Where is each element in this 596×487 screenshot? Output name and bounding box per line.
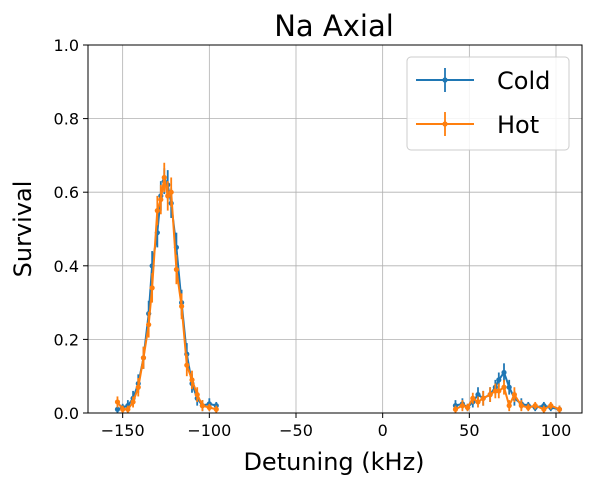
x-axis-label: Detuning (kHz) (243, 448, 424, 476)
data-point (470, 395, 476, 401)
data-point (465, 404, 471, 411)
data-point (114, 399, 121, 405)
series-hot (114, 162, 563, 413)
data-point (452, 406, 459, 412)
data-point (146, 322, 152, 328)
data-point (189, 377, 195, 383)
ticks: −150 −100 −50 0 50 100 0.0 0.2 0.4 0.6 0.8 1.0 (54, 36, 572, 440)
chart-title: Na Axial (274, 9, 394, 43)
data-point (125, 406, 131, 412)
data-point (496, 388, 502, 394)
data-point (184, 362, 190, 368)
data-point (480, 395, 486, 401)
data-point (506, 403, 512, 409)
x-tick-label: 50 (459, 421, 479, 440)
data-point (161, 174, 167, 181)
y-axis-label: Survival (9, 181, 37, 278)
x-tick-label: −50 (279, 421, 313, 440)
data-point (541, 406, 547, 412)
legend-marker (442, 121, 448, 127)
y-tick-label: 0.4 (54, 257, 79, 276)
y-tick-label: 0.2 (54, 330, 79, 349)
x-tick-label: 100 (541, 421, 572, 440)
data-point (518, 403, 524, 409)
data-point (140, 355, 147, 361)
data-point (556, 406, 563, 412)
data-point (114, 406, 121, 412)
data-point (179, 303, 185, 309)
data-point (154, 208, 160, 214)
data-point (130, 399, 136, 405)
legend-label: Cold (497, 67, 550, 95)
data-point (194, 392, 200, 398)
legend-label: Hot (497, 111, 539, 139)
data-point (532, 403, 538, 409)
data-point (496, 377, 502, 383)
x-tick-label: −100 (187, 421, 231, 440)
data-point (213, 406, 219, 412)
data-point (475, 392, 481, 398)
data-point (206, 404, 212, 411)
data-point (548, 403, 554, 409)
data-point (120, 406, 126, 412)
y-tick-label: 0.8 (54, 110, 79, 129)
plot-frame (87, 44, 583, 414)
data-point (506, 384, 512, 390)
x-tick-label: −150 (101, 421, 145, 440)
data-point (501, 384, 507, 390)
legend-item-cold: Cold (416, 67, 550, 95)
data-point (149, 285, 155, 291)
data-point (511, 392, 517, 398)
data-point (501, 369, 507, 376)
data-point (135, 384, 141, 390)
series-layer (114, 162, 563, 413)
legend-marker (442, 77, 448, 83)
x-tick-label: 0 (378, 421, 388, 440)
data-point (525, 404, 531, 411)
data-point (475, 399, 481, 405)
legend-item-hot: Hot (416, 111, 539, 139)
data-point (459, 403, 465, 409)
data-point (168, 189, 174, 195)
data-point (165, 193, 171, 199)
y-tick-label: 1.0 (54, 36, 79, 55)
data-point (199, 403, 205, 409)
legend: Cold Hot (406, 56, 570, 151)
y-tick-label: 0.6 (54, 183, 79, 202)
data-point (173, 266, 179, 273)
data-point (487, 392, 493, 398)
data-point (158, 196, 164, 203)
y-tick-label: 0.0 (54, 404, 79, 423)
